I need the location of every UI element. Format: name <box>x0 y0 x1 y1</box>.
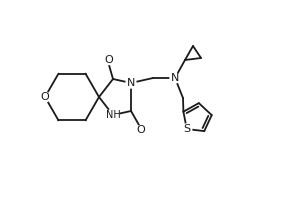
Text: NH: NH <box>106 110 120 120</box>
Text: N: N <box>127 78 135 88</box>
Circle shape <box>170 73 180 83</box>
Circle shape <box>40 92 50 102</box>
Text: N: N <box>171 73 179 83</box>
Text: O: O <box>136 125 146 135</box>
Text: O: O <box>105 55 113 65</box>
Circle shape <box>126 78 136 88</box>
Text: O: O <box>40 92 50 102</box>
Circle shape <box>107 109 119 121</box>
Circle shape <box>182 124 192 134</box>
Circle shape <box>136 126 146 134</box>
Circle shape <box>104 55 113 64</box>
Text: S: S <box>183 124 190 134</box>
